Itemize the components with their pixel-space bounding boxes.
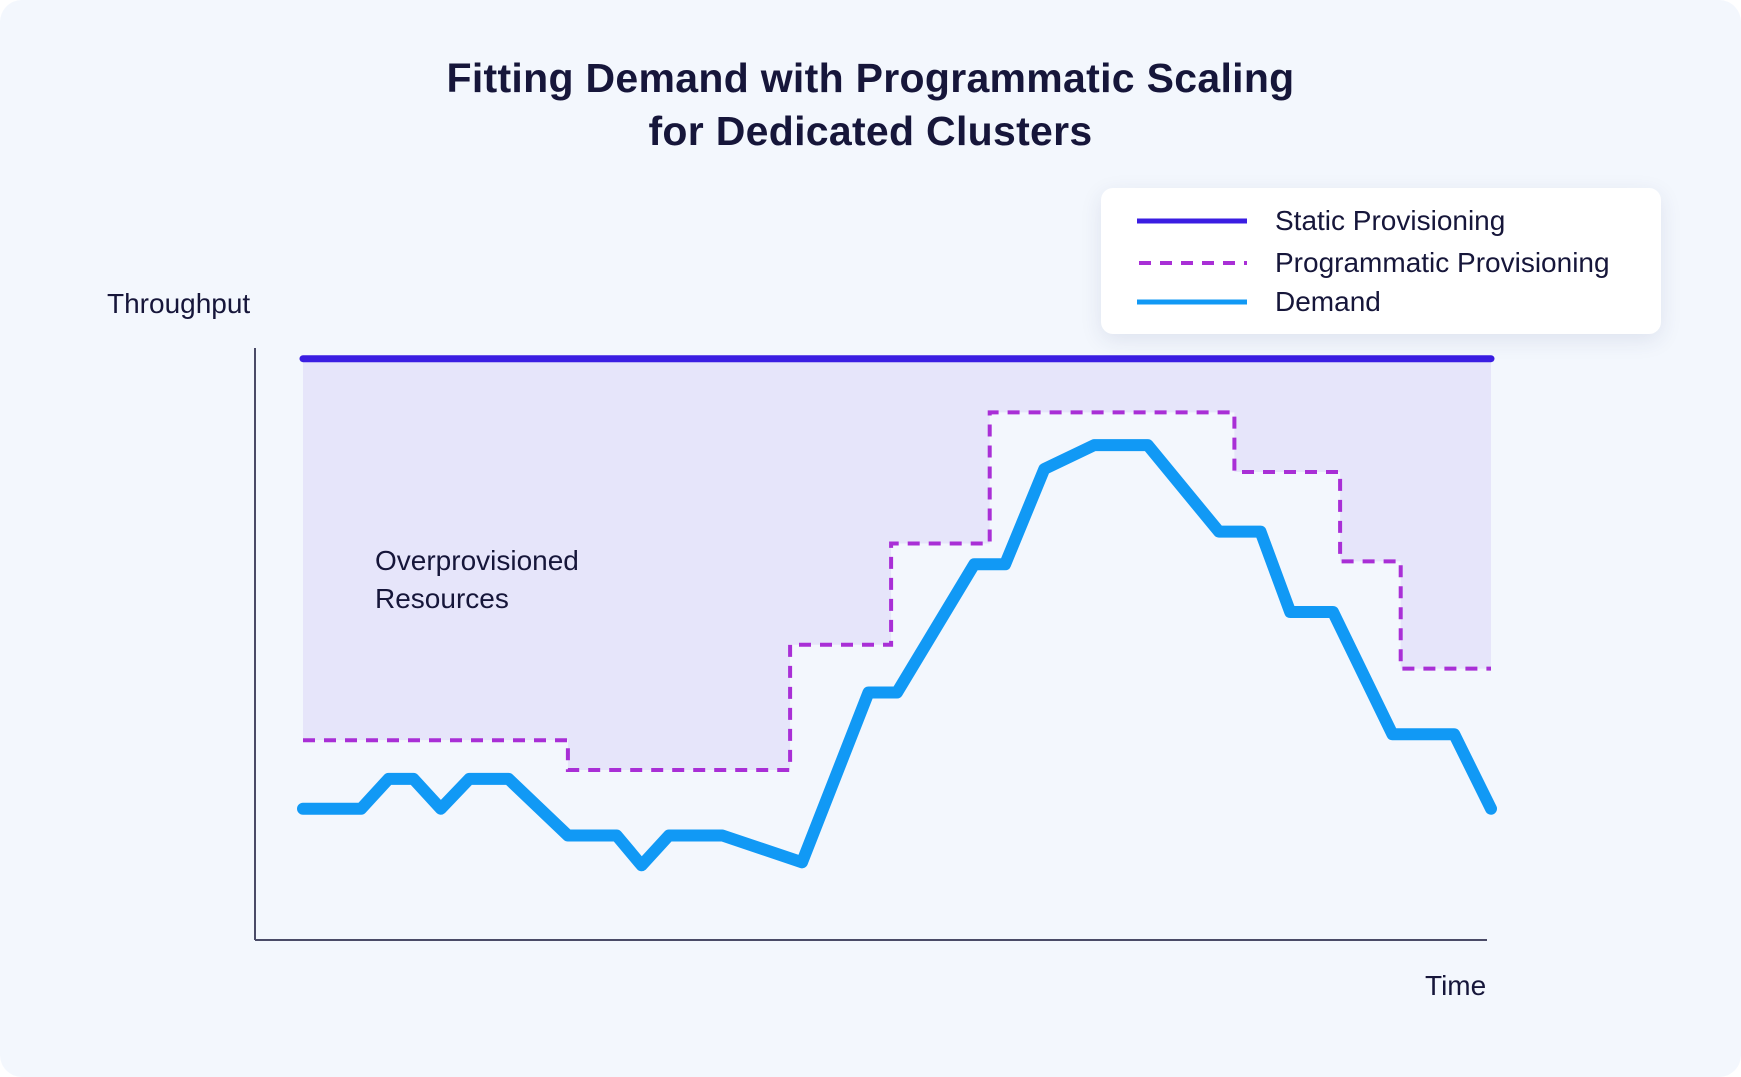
annotation-line2: Resources [375,583,509,614]
series-demand-line [297,439,1497,872]
chart-title-line1: Fitting Demand with Programmatic Scaling [446,55,1295,101]
annotation-line1: Overprovisioned [375,545,579,576]
x-axis-label: Time [1425,970,1487,1001]
y-axis-label: Throughput [107,288,251,319]
series-programmatic-provisioning-line [303,410,1491,772]
overprovisioned-area [303,358,1491,770]
chart-title: Fitting Demand with Programmatic Scaling… [0,52,1741,158]
legend-label-demand: Demand [1275,286,1381,317]
legend-label-static: Static Provisioning [1275,205,1506,236]
chart-legend: Static Provisioning Programmatic Provisi… [1101,188,1661,334]
legend-label-programmatic: Programmatic Provisioning [1275,247,1610,278]
chart-title-line2: for Dedicated Clusters [648,108,1093,154]
overprovisioned-annotation: Overprovisioned Resources [375,542,675,618]
